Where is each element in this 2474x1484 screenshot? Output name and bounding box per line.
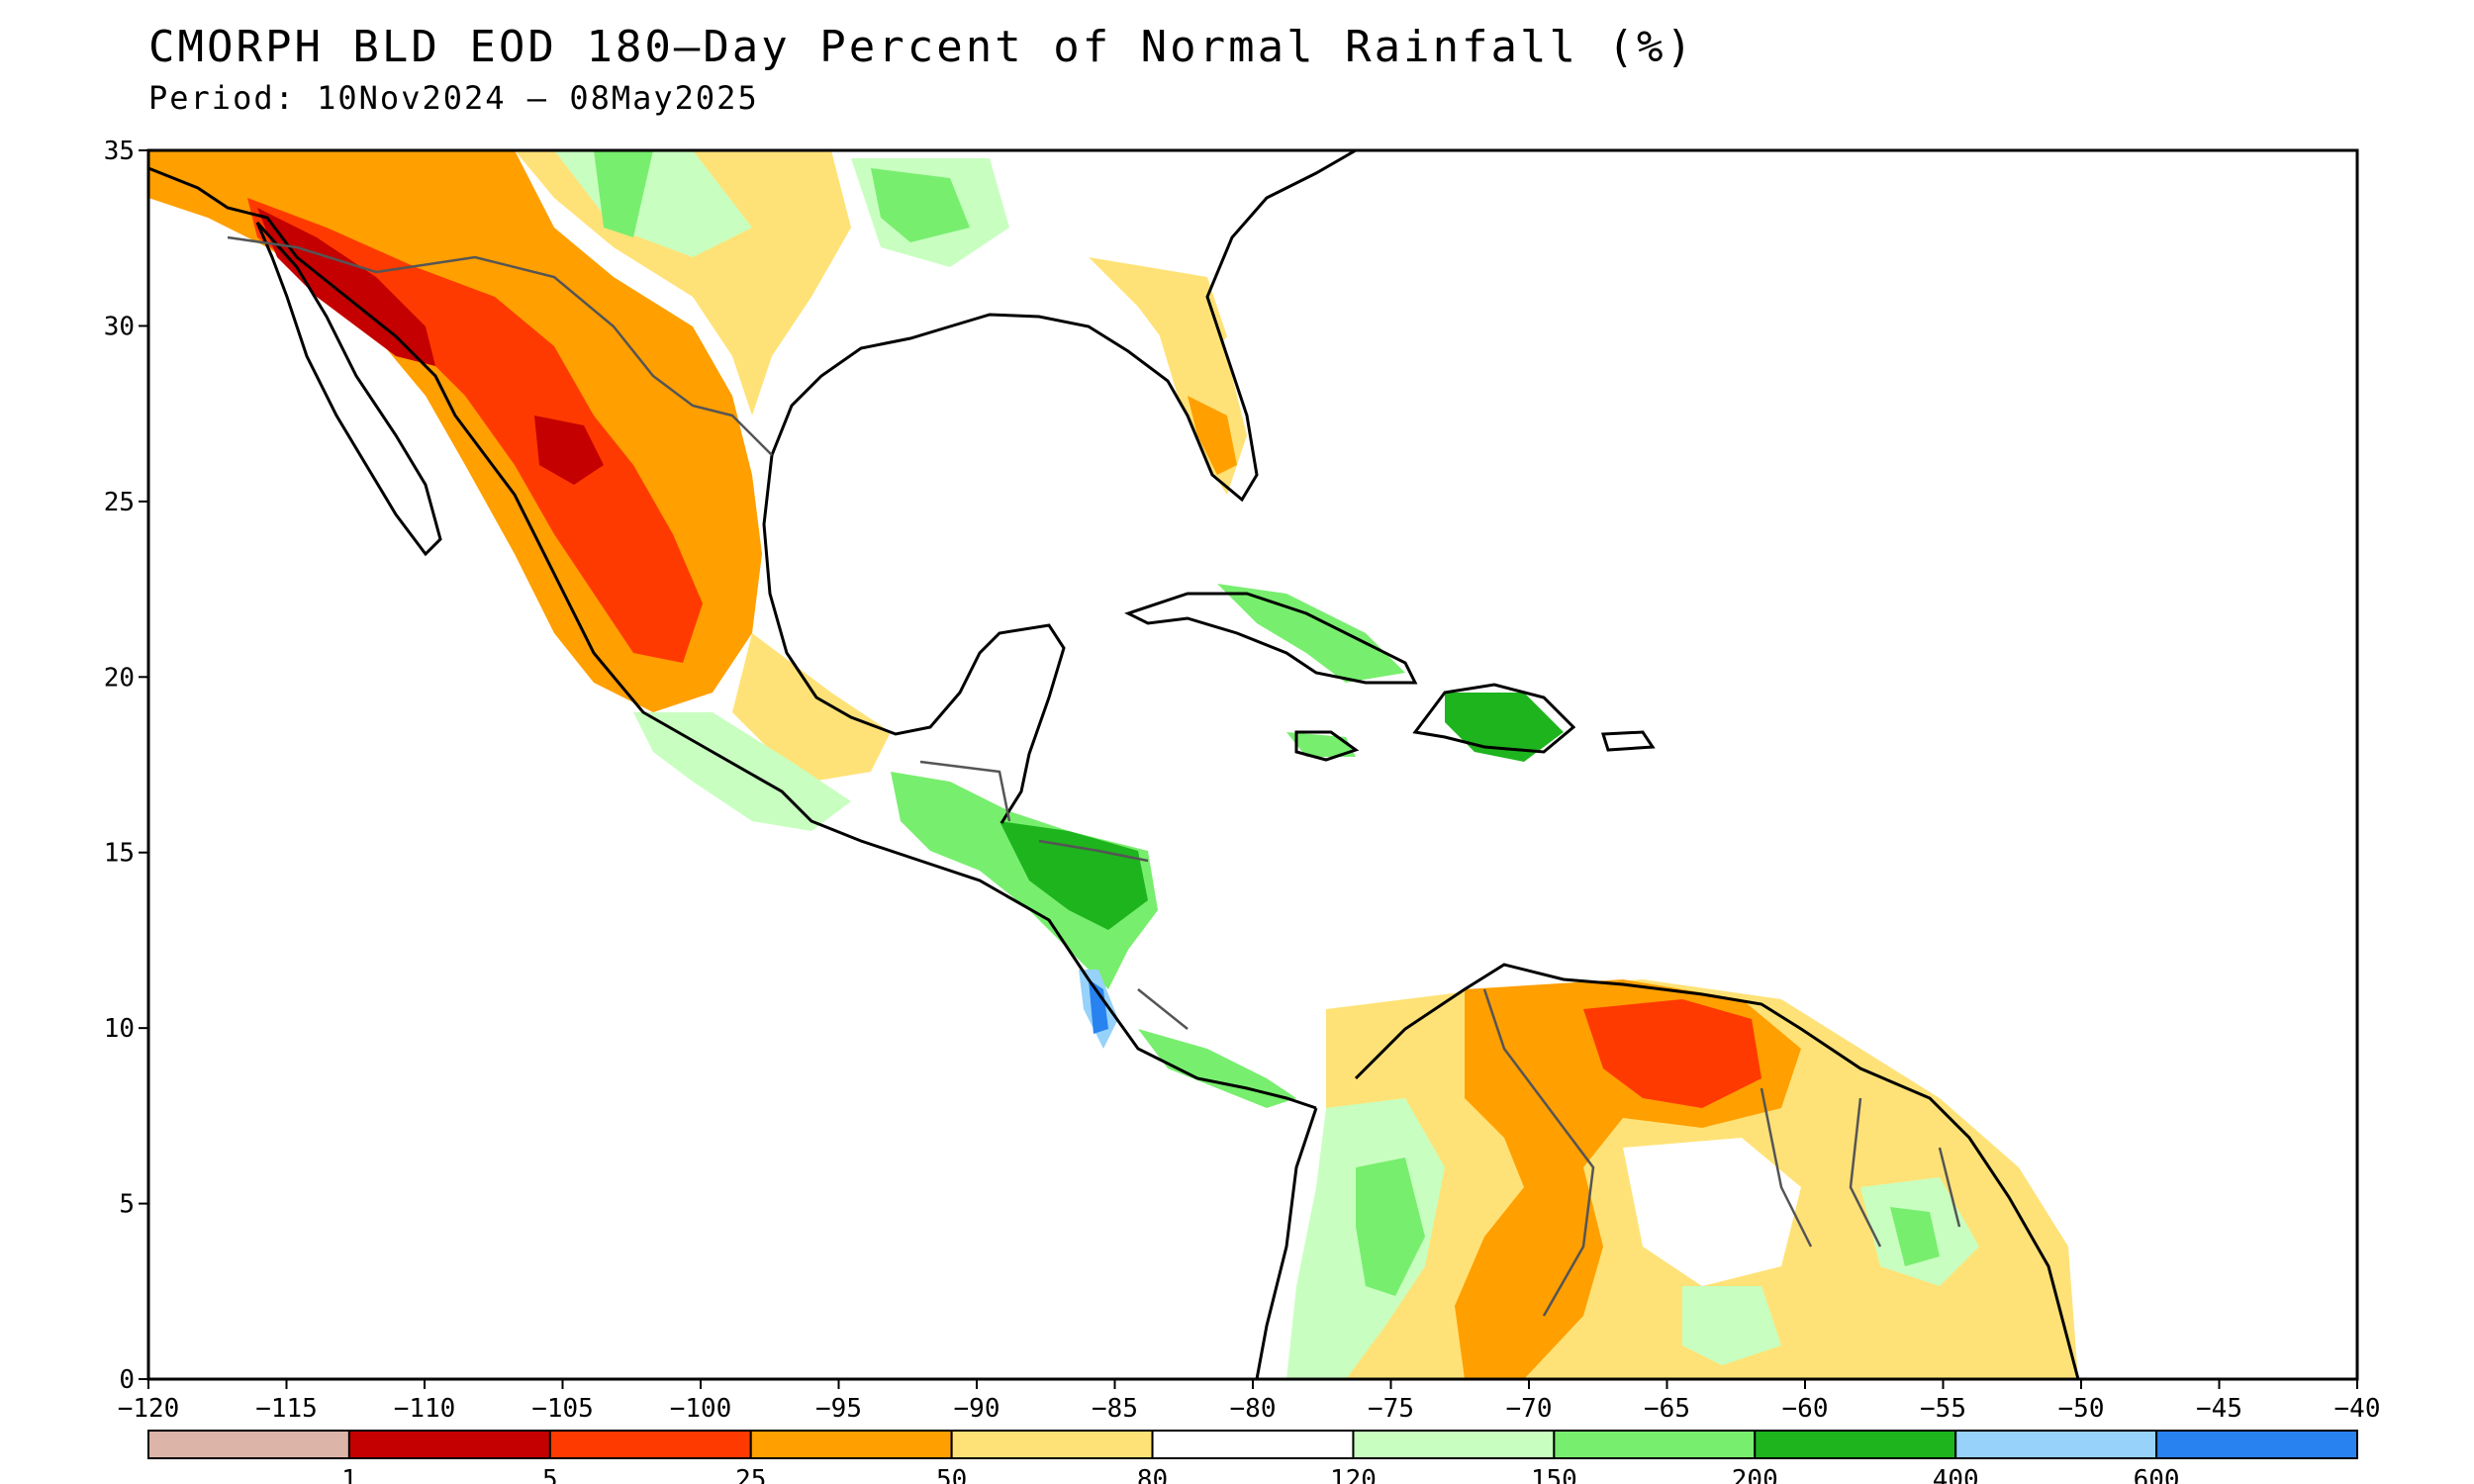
lon-tick-label: −110 bbox=[394, 1394, 456, 1424]
colorbar-swatch bbox=[950, 1430, 1154, 1459]
longitude-axis: −120 −115 −110 −105 −100 −95 −90 −85 −80 −75 −70 −6… bbox=[118, 1379, 2381, 1424]
colorbar-swatch bbox=[1352, 1430, 1556, 1459]
colorbar-swatch bbox=[2155, 1430, 2358, 1459]
colorbar-swatch bbox=[1151, 1430, 1355, 1459]
lon-tick-label: −105 bbox=[531, 1394, 594, 1424]
lon-tick-label: −80 bbox=[1230, 1394, 1277, 1424]
lat-tick-label: 25 bbox=[104, 488, 135, 517]
lon-tick-label: −40 bbox=[2334, 1394, 2381, 1424]
colorbar-swatch bbox=[347, 1430, 551, 1459]
lat-tick-label: 15 bbox=[104, 839, 135, 869]
lon-tick-label: −65 bbox=[1644, 1394, 1690, 1424]
lon-tick-label: −120 bbox=[118, 1394, 180, 1424]
lat-tick-label: 30 bbox=[104, 312, 135, 341]
coastlines bbox=[148, 150, 2080, 1379]
colorbar-swatch bbox=[1553, 1430, 1757, 1459]
lat-tick-label: 10 bbox=[104, 1014, 135, 1044]
colorbar-label: 120 bbox=[1330, 1465, 1377, 1484]
lat-tick-label: 0 bbox=[119, 1365, 135, 1395]
latitude-axis: 0 5 10 15 20 25 30 35 bbox=[104, 137, 148, 1395]
colorbar-label: 200 bbox=[1732, 1465, 1778, 1484]
colorbar-swatch bbox=[548, 1430, 752, 1459]
colorbar-label: 600 bbox=[2134, 1465, 2180, 1484]
map-content bbox=[148, 150, 2080, 1379]
rainfall-anomaly-shading bbox=[148, 150, 2078, 1379]
colorbar-label: 5 bbox=[542, 1465, 558, 1484]
colorbar: 1 5 25 50 80 120 150 200 400 600 bbox=[147, 1430, 2358, 1484]
colorbar-swatch bbox=[749, 1430, 953, 1459]
colorbar-label: 1 bbox=[341, 1465, 357, 1484]
lon-tick-label: −100 bbox=[670, 1394, 732, 1424]
lat-tick-label: 5 bbox=[119, 1190, 135, 1220]
lat-tick-label: 20 bbox=[104, 663, 135, 693]
lon-tick-label: −50 bbox=[2058, 1394, 2105, 1424]
lon-tick-label: −55 bbox=[1920, 1394, 1966, 1424]
lon-tick-label: −45 bbox=[2196, 1394, 2242, 1424]
map-title: CMORPH BLD EOD 180–Day Percent of Normal… bbox=[148, 22, 1695, 72]
lon-tick-label: −115 bbox=[255, 1394, 318, 1424]
country-borders bbox=[227, 235, 1961, 1317]
colorbar-label: 50 bbox=[936, 1465, 967, 1484]
colorbar-swatch bbox=[1954, 1430, 2158, 1459]
lon-tick-label: −60 bbox=[1782, 1394, 1829, 1424]
colorbar-swatch bbox=[147, 1430, 350, 1459]
period-subtitle: Period: 10Nov2024 – 08May2025 bbox=[148, 79, 759, 117]
colorbar-swatch bbox=[1754, 1430, 1957, 1459]
lon-tick-label: −95 bbox=[815, 1394, 862, 1424]
colorbar-label: 400 bbox=[1933, 1465, 1979, 1484]
lat-tick-label: 35 bbox=[104, 137, 135, 166]
lon-tick-label: −75 bbox=[1368, 1394, 1414, 1424]
colorbar-label: 80 bbox=[1137, 1465, 1168, 1484]
lon-tick-label: −70 bbox=[1506, 1394, 1553, 1424]
lon-tick-label: −90 bbox=[954, 1394, 1000, 1424]
colorbar-label: 25 bbox=[735, 1465, 766, 1484]
lon-tick-label: −85 bbox=[1092, 1394, 1138, 1424]
colorbar-label: 150 bbox=[1531, 1465, 1577, 1484]
